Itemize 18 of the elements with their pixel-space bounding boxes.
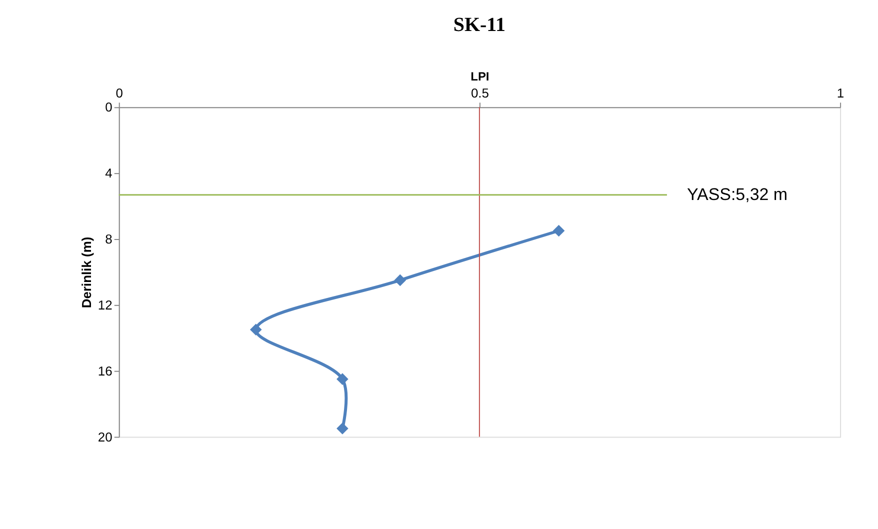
- ref-line-label: YASS:5,32 m: [686, 184, 788, 204]
- y-tick-label: 12: [98, 297, 112, 312]
- y-tick-label: 4: [105, 166, 112, 181]
- x-tick-label: 0: [116, 86, 123, 101]
- point: [394, 274, 406, 286]
- y-tick-label: 20: [98, 429, 112, 444]
- chart-title: SK-11: [453, 14, 506, 36]
- y-axis-title: Derinlik (m): [78, 236, 94, 308]
- y-tick-label: 0: [105, 100, 112, 115]
- x-axis-title: LPI: [470, 70, 490, 84]
- point: [250, 324, 262, 336]
- y-tick-label: 8: [105, 231, 112, 246]
- x-tick-label: 1: [836, 86, 844, 101]
- point: [336, 422, 348, 434]
- point: [552, 224, 565, 237]
- x-tick-label: 0.5: [470, 86, 489, 101]
- y-tick-label: 16: [98, 363, 112, 378]
- point: [336, 373, 348, 385]
